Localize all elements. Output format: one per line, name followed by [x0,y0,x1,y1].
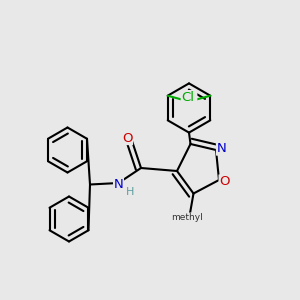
Text: Cl: Cl [184,91,197,104]
Text: H: H [126,187,134,197]
Text: methyl: methyl [172,213,203,222]
Text: N: N [217,142,226,155]
Text: Cl: Cl [181,91,194,104]
Text: O: O [122,131,133,145]
Text: O: O [219,175,230,188]
Text: N: N [114,178,123,191]
